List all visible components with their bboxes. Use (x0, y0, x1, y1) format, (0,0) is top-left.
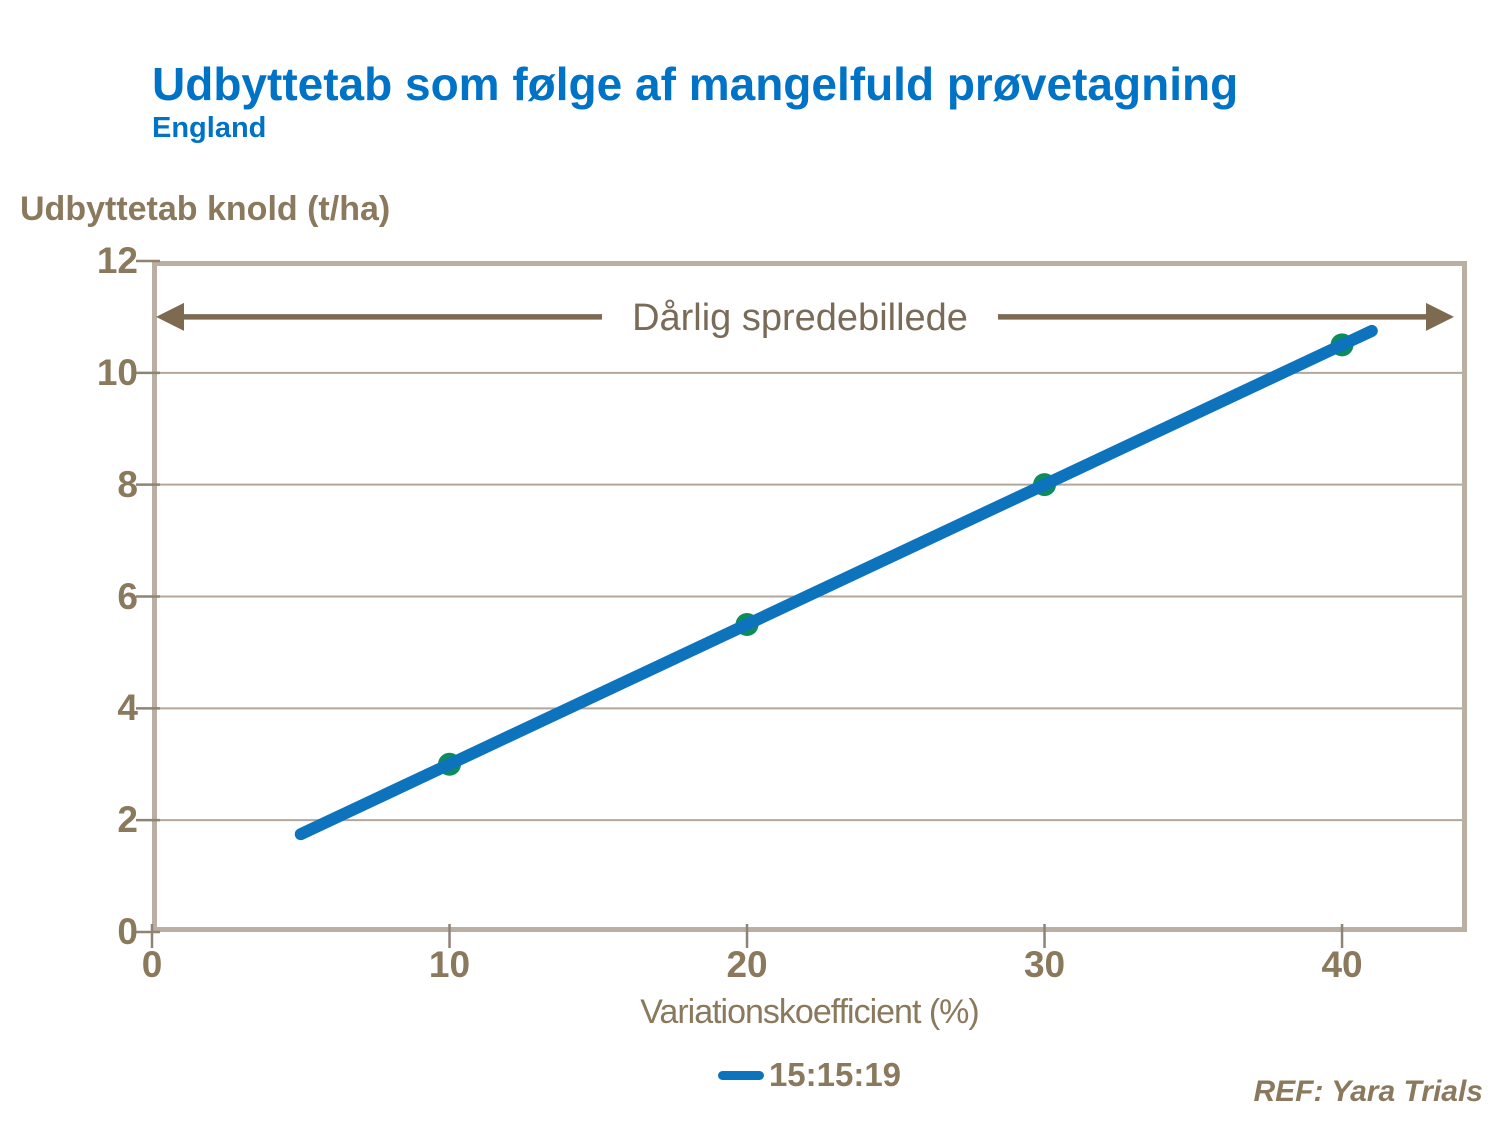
plot-svg: Dårlig spredebillede (136, 259, 1467, 948)
annotation-label: Dårlig spredebillede (632, 297, 968, 339)
series-line (294, 324, 1378, 841)
x-tick-label: 0 (141, 944, 163, 985)
y-tick-label: 8 (117, 463, 138, 505)
annotation-arrowhead-right (1426, 302, 1454, 331)
x-axis-title: Variationskoefficient (%) (640, 993, 979, 1031)
x-tick-label: 10 (428, 944, 471, 985)
page-title: Udbyttetab som følge af mangelfuld prøve… (152, 58, 1239, 110)
y-tick-label: 10 (96, 351, 138, 393)
plot-area: Dårlig spredebillede (136, 259, 1467, 948)
annotation-arrowhead-left (156, 302, 184, 331)
x-tick-label: 40 (1321, 944, 1363, 985)
y-axis-title: Udbyttetab knold (t/ha) (20, 190, 391, 228)
y-tick-label: 2 (117, 799, 138, 841)
y-tick-label: 12 (96, 240, 138, 281)
y-tick-label: 6 (117, 575, 138, 617)
y-tick-label: 4 (117, 687, 138, 729)
legend-label: 15:15:19 (768, 1056, 902, 1093)
legend-line-swatch (717, 1070, 764, 1080)
legend: 15:15:19 (152, 1056, 1467, 1094)
page-subtitle: England (152, 112, 267, 144)
x-tick-label: 20 (726, 944, 768, 985)
x-tick-label: 30 (1023, 944, 1066, 985)
y-tick-label: 0 (117, 911, 138, 952)
reference-text: REF: Yara Trials (1253, 1075, 1483, 1108)
